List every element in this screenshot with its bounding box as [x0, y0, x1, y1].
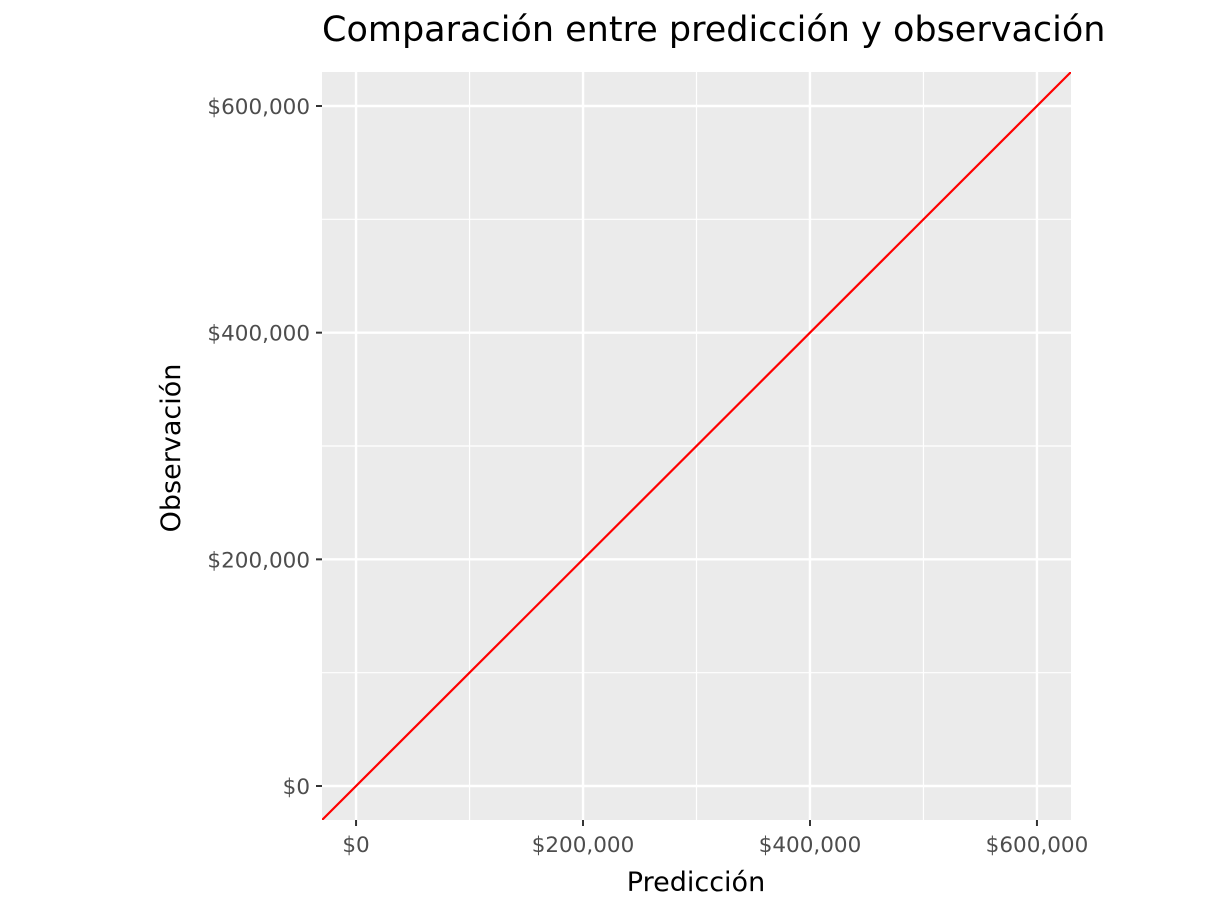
y-tick-label: $0 [283, 775, 310, 800]
x-tick-label: $0 [342, 833, 369, 858]
x-tick-label: $600,000 [986, 833, 1089, 858]
series-line-0 [322, 72, 1071, 820]
major-grid [322, 72, 1071, 820]
x-tick-label: $200,000 [532, 833, 635, 858]
y-tick-label: $200,000 [207, 548, 310, 573]
y-axis-title: Observación [156, 364, 187, 533]
y-tick-label: $400,000 [207, 322, 310, 347]
series-layer [322, 72, 1071, 820]
x-tick-label: $400,000 [759, 833, 862, 858]
chart-title: Comparación entre predicción y observaci… [322, 10, 1105, 50]
y-axis: $0 $200,000 $400,000 $600,000 [207, 95, 322, 800]
x-axis: $0 $200,000 $400,000 $600,000 [342, 820, 1088, 858]
y-tick-label: $600,000 [207, 95, 310, 120]
x-axis-title: Predicción [627, 867, 765, 898]
